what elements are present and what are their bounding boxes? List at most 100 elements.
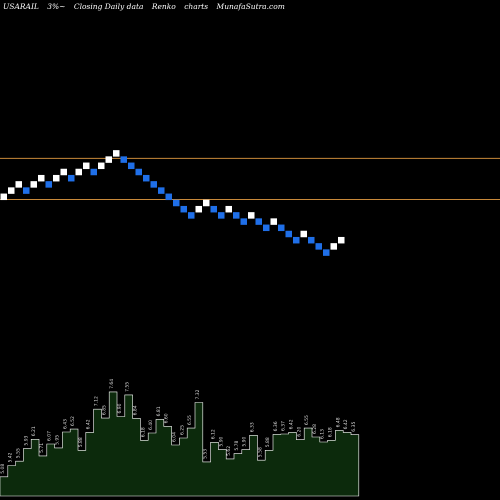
renko-brick-up — [203, 199, 210, 207]
volume-data-label: 6.43 — [62, 419, 68, 429]
volume-data-label: 5.93 — [23, 435, 29, 445]
renko-brick-down — [278, 224, 285, 232]
renko-brick-up — [53, 174, 60, 182]
renko-brick-up — [330, 243, 337, 250]
site-label: MunafaSutra.com — [216, 2, 285, 11]
renko-brick-down — [323, 249, 330, 256]
volume-data-label: 6.37 — [281, 421, 287, 431]
volume-data-label: 7.64 — [109, 379, 115, 389]
volume-data-label: 6.42 — [86, 419, 92, 429]
renko-brick-up — [105, 156, 112, 163]
renko-brick-up — [15, 181, 22, 188]
volume-data-label: 6.52 — [70, 416, 76, 426]
renko-brick-down — [135, 168, 142, 176]
volume-data-label: 6.84 — [133, 405, 139, 415]
renko-brick-down — [293, 236, 300, 244]
volume-data-label: 5.53 — [203, 449, 209, 459]
renko-brick-down — [285, 230, 292, 238]
renko-brick-down — [173, 199, 180, 207]
volume-data-label: 6.18 — [140, 427, 146, 437]
renko-brick-down — [263, 224, 270, 232]
volume-data-label: 6.25 — [179, 425, 185, 435]
renko-brick-down — [210, 205, 217, 213]
volume-data-label: 5.62 — [226, 446, 232, 456]
renko-brick-down — [255, 218, 262, 225]
renko-brick-down — [45, 181, 52, 188]
renko-brick-up — [195, 205, 202, 213]
volume-data-label: 6.36 — [273, 421, 279, 431]
chart-header: USARAIL 3%~ Closing Daily data Renko cha… — [3, 2, 291, 11]
volume-data-label: 6.55 — [304, 415, 310, 425]
renko-brick-down — [180, 205, 187, 213]
volume-data-label: 6.35 — [351, 422, 357, 432]
volume-data-label: 7.12 — [94, 396, 100, 406]
renko-brick-up — [338, 236, 345, 244]
volume-data-label: 6.60 — [164, 413, 170, 423]
volume-data-label: 7.55 — [125, 382, 131, 392]
renko-brick-down — [90, 168, 97, 176]
renko-brick-down — [158, 187, 165, 194]
volume-data-label: 5.95 — [55, 435, 61, 445]
renko-brick-down — [68, 174, 75, 182]
renko-brick-down — [218, 212, 225, 219]
renko-brick-down — [315, 243, 322, 250]
volume-data-label: 6.07 — [47, 431, 53, 441]
renko-label: Renko — [151, 2, 176, 11]
renko-bricks — [0, 150, 345, 256]
renko-brick-down — [150, 181, 157, 188]
renko-brick-up — [300, 230, 307, 238]
renko-brick-down — [143, 174, 150, 182]
renko-brick-up — [98, 162, 105, 170]
renko-brick-down — [240, 218, 247, 225]
volume-data-label: 5.78 — [234, 440, 240, 450]
renko-brick-down — [233, 212, 240, 219]
symbol-label: USARAIL — [3, 2, 39, 11]
charts-word-label: charts — [184, 2, 209, 11]
renko-brick-up — [75, 168, 82, 176]
volume-data-label: 6.48 — [335, 417, 341, 427]
renko-brick-up — [225, 205, 232, 213]
volume-data-label: 6.18 — [328, 427, 334, 437]
volume-data-label: 6.12 — [211, 429, 217, 439]
renko-brick-down — [128, 162, 135, 170]
volume-data-label: 5.42 — [8, 452, 14, 462]
renko-brick-down — [165, 193, 172, 201]
volume-data-label: 5.90 — [218, 436, 224, 446]
renko-brick-up — [0, 193, 7, 201]
volume-data-label: 6.33 — [250, 422, 256, 432]
volume-data-label: 5.58 — [257, 447, 263, 457]
volume-data-label: 6.42 — [289, 419, 295, 429]
volume-data-label: 6.81 — [156, 406, 162, 416]
chart-kind-label: Closing Daily data — [73, 2, 144, 11]
renko-brick-up — [83, 162, 90, 170]
volume-data-label: 6.13 — [320, 429, 326, 439]
volume-data-label: 5.88 — [78, 437, 84, 447]
renko-brick-up — [8, 187, 15, 194]
volume-data-label: 6.04 — [172, 432, 178, 442]
renko-brick-up — [248, 212, 255, 219]
renko-brick-up — [30, 181, 37, 188]
volume-data-label: 6.55 — [187, 415, 193, 425]
volume-data-label: 6.85 — [101, 405, 107, 415]
renko-brick-up — [270, 218, 277, 225]
volume-data-label: 5.90 — [242, 436, 248, 446]
volume-data-label: 6.21 — [31, 426, 37, 436]
renko-brick-down — [120, 156, 127, 163]
volume-data-label: 5.71 — [39, 443, 45, 453]
renko-brick-up — [38, 174, 45, 182]
renko-brick-down — [23, 187, 30, 194]
volume-data-label: 6.90 — [117, 403, 123, 413]
renko-brick-down — [188, 212, 195, 219]
volume-data-label: 6.40 — [148, 420, 154, 430]
volume-area — [0, 391, 360, 497]
renko-brick-down — [308, 236, 315, 244]
renko-brick-up — [60, 168, 67, 176]
volume-data-label: 6.42 — [343, 419, 349, 429]
volume-data-label: 6.28 — [312, 424, 318, 434]
volume-data-label: 7.32 — [195, 389, 201, 399]
change-label: 3%~ — [47, 2, 66, 11]
volume-data-label: 6.20 — [296, 427, 302, 437]
volume-data-label: 5.88 — [265, 437, 271, 447]
volume-panel: 5.085.42 5.555.936.21 5.716.07 5.956.43 6.52… — [0, 379, 360, 497]
